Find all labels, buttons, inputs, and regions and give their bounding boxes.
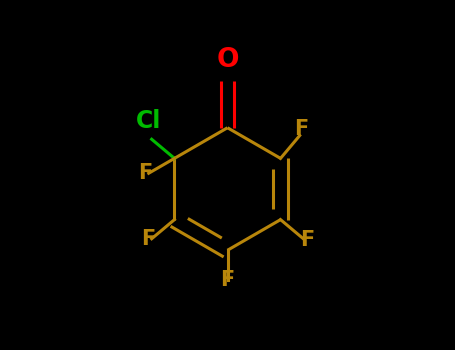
- Text: Cl: Cl: [136, 109, 161, 133]
- Text: F: F: [141, 229, 155, 249]
- Text: F: F: [300, 231, 314, 251]
- Text: O: O: [216, 47, 239, 73]
- Text: F: F: [138, 163, 152, 183]
- Text: F: F: [294, 119, 308, 139]
- Text: F: F: [220, 270, 235, 290]
